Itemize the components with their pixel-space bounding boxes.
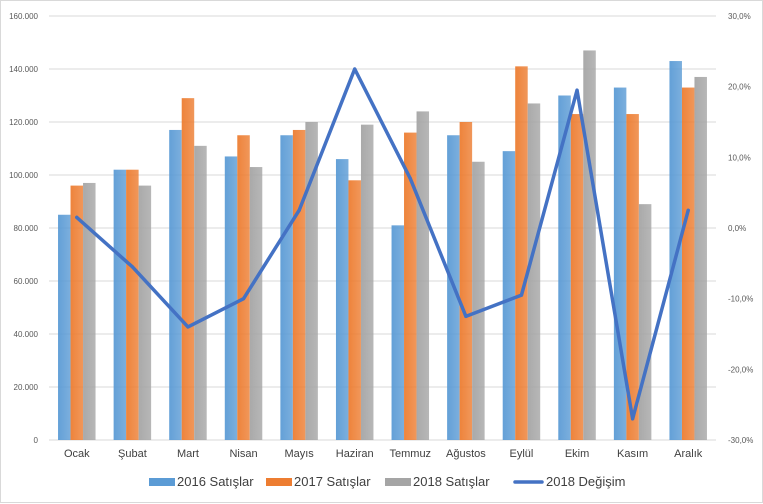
- legend-label: 2018 Satışlar: [413, 474, 490, 489]
- legend-label: 2018 Değişim: [546, 474, 626, 489]
- bar-2018-satışlar: [527, 103, 541, 440]
- bar-2018-satışlar: [360, 124, 374, 441]
- line-2018-değişim: [75, 67, 690, 421]
- right-axis-tick-label: 0,0%: [728, 224, 746, 233]
- left-axis-tick-label: 60.000: [14, 277, 39, 286]
- bar-2017-satışlar: [404, 132, 417, 440]
- bar-2017-satışlar: [237, 135, 250, 440]
- right-axis-tick-label: 20,0%: [728, 83, 751, 92]
- bar-2016-satışlar: [113, 169, 127, 440]
- bar-2016-satışlar: [58, 214, 71, 440]
- bar-2016-satışlar: [335, 159, 349, 440]
- left-axis-tick-label: 20.000: [14, 383, 39, 392]
- bar-2018-satışlar: [194, 145, 207, 440]
- line-point: [75, 215, 79, 219]
- line-point: [686, 208, 690, 212]
- gridlines: [49, 15, 716, 441]
- category-label: Ekim: [565, 448, 589, 460]
- category-label: Mayıs: [284, 448, 314, 460]
- bar-2017-satışlar: [126, 169, 139, 440]
- right-axis-ticks: -30,0% -20,0% -10,0% 0,0% 10,0% 20,0% 30,0%: [728, 12, 753, 445]
- bar-2018-satışlar: [249, 167, 263, 441]
- line-point: [519, 293, 524, 297]
- line-point: [464, 314, 468, 318]
- category-label: Eylül: [510, 448, 534, 460]
- bar-2016-satışlar: [280, 135, 293, 440]
- bar-series: [58, 50, 707, 441]
- line-point: [353, 67, 357, 71]
- legend-swatch: [266, 478, 292, 486]
- legend-swatch: [385, 478, 411, 486]
- bar-2017-satışlar: [70, 185, 84, 440]
- left-axis-tick-label: 100.000: [9, 171, 38, 180]
- legend-label: 2016 Satışlar: [177, 474, 254, 489]
- category-label: Şubat: [118, 448, 147, 460]
- category-label: Mart: [177, 448, 199, 460]
- line-point: [186, 325, 190, 329]
- line-point: [631, 417, 635, 421]
- bar-2017-satışlar: [681, 87, 695, 441]
- bar-2016-satışlar: [502, 151, 516, 440]
- bar-2018-satışlar: [416, 111, 430, 441]
- line-point: [408, 176, 412, 181]
- category-label: Kasım: [617, 448, 648, 460]
- category-label: Ocak: [64, 448, 90, 460]
- bar-2017-satışlar: [181, 98, 195, 441]
- bar-2016-satışlar: [613, 87, 627, 441]
- bar-2018-satışlar: [638, 204, 652, 440]
- category-label: Nisan: [229, 448, 257, 460]
- right-axis-tick-label: 30,0%: [728, 12, 751, 21]
- left-axis-tick-label: 120.000: [9, 118, 38, 127]
- left-axis-tick-label: 160.000: [9, 12, 38, 21]
- line-point: [130, 265, 134, 269]
- bar-2016-satışlar: [224, 156, 238, 440]
- category-label: Temmuz: [390, 448, 432, 460]
- bar-2018-satışlar: [472, 161, 485, 440]
- bar-2017-satışlar: [570, 114, 584, 441]
- right-axis-tick-label: -10,0%: [728, 295, 753, 304]
- bar-2018-satışlar: [583, 50, 596, 440]
- left-axis-tick-label: 140.000: [9, 65, 38, 74]
- left-axis-tick-label: 40.000: [14, 330, 39, 339]
- bar-2016-satışlar: [558, 95, 571, 440]
- bar-2017-satışlar: [626, 114, 639, 441]
- bar-2017-satışlar: [292, 129, 306, 440]
- left-axis-tick-label: 80.000: [14, 224, 39, 233]
- category-label: Haziran: [336, 448, 374, 460]
- legend: 2016 Satışlar 2017 Satışlar 2018 Satışlar 2…: [149, 474, 626, 489]
- category-axis-labels: Ocak Şubat Mart Nisan Mayıs Haziran Temmuz Ağus…: [64, 448, 703, 460]
- legend-label: 2017 Satışlar: [294, 474, 371, 489]
- line-point: [241, 297, 246, 301]
- right-axis-tick-label: -30,0%: [728, 436, 753, 445]
- category-label: Ağustos: [446, 448, 486, 460]
- bar-2016-satışlar: [391, 225, 405, 440]
- bar-2016-satışlar: [169, 129, 182, 440]
- line-point: [575, 88, 579, 92]
- right-axis-tick-label: 10,0%: [728, 153, 751, 162]
- bar-2018-satışlar: [694, 76, 707, 440]
- line-point: [297, 208, 301, 212]
- category-label: Aralık: [674, 448, 703, 460]
- bar-2017-satışlar: [459, 122, 473, 440]
- bar-2017-satışlar: [348, 180, 361, 441]
- legend-swatch: [149, 478, 175, 486]
- bar-2018-satışlar: [83, 182, 96, 440]
- line-series: [75, 67, 690, 421]
- bar-2017-satışlar: [515, 66, 528, 440]
- left-axis-ticks: 0 20.000 40.000 60.000 80.000 100.000 120.000 1…: [9, 12, 38, 445]
- bar-2018-satışlar: [305, 122, 318, 440]
- right-axis-tick-label: -20,0%: [728, 365, 753, 374]
- left-axis-tick-label: 0: [34, 436, 39, 445]
- bar-2018-satışlar: [138, 185, 152, 440]
